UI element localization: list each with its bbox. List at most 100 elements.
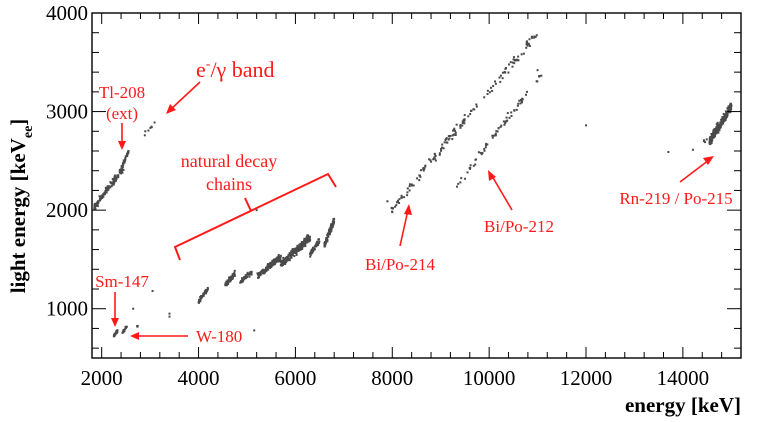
data-point-bi-po-212 (517, 102, 520, 105)
data-point-natural-decay-chains (286, 257, 289, 260)
data-point-bi-po-214 (408, 183, 411, 186)
annotation-tl208-ext: (ext) (106, 104, 138, 123)
annotation-tl208: Tl-208 (99, 83, 145, 102)
data-point-natural-decay-chains (249, 271, 252, 274)
data-point-natural-decay-chains (231, 276, 234, 279)
data-point-bi-po-214 (517, 55, 520, 58)
data-point-natural-decay-chains (299, 243, 302, 246)
data-point-rn-219-po-215 (725, 115, 728, 118)
data-point-bi-po-212 (469, 166, 472, 169)
data-point-bi-po-214 (422, 169, 425, 172)
data-point-rn-219-po-215 (717, 131, 720, 134)
data-point-natural-decay-chains (314, 245, 317, 248)
data-point-natural-decay-chains (282, 257, 285, 260)
data-point-e-gamma-band (143, 134, 146, 137)
data-point-bi-po-212 (481, 152, 484, 155)
data-point-bi-po-212 (472, 164, 475, 167)
data-point-bi-po-214 (463, 114, 466, 117)
data-point-natural-decay-chains (248, 275, 251, 278)
data-point-bi-po-212 (525, 90, 528, 93)
data-point-e-gamma-band (108, 185, 111, 188)
data-point-bi-po-214 (483, 96, 486, 99)
data-point-bi-po-212 (495, 130, 498, 133)
x-tick-label: 4000 (178, 366, 220, 390)
data-point-scattered (253, 329, 256, 332)
data-point-natural-decay-chains (257, 273, 260, 276)
data-point-bi-po-214 (446, 141, 449, 144)
data-point-bi-po-214 (433, 157, 436, 160)
data-point-rn-219-po-215 (717, 127, 720, 130)
data-point-bi-po-212 (496, 130, 499, 133)
data-point-natural-decay-chains (280, 264, 283, 267)
data-point-e-gamma-band (104, 191, 107, 194)
y-tick-label: 4000 (46, 1, 88, 25)
data-point-e-gamma-band (110, 185, 113, 188)
data-point-natural-decay-chains (290, 250, 293, 253)
data-point-e-gamma-band (101, 195, 104, 198)
data-point-natural-decay-chains (317, 238, 320, 241)
data-point-natural-decay-chains (308, 235, 311, 238)
data-point-natural-decay-chains (275, 259, 278, 262)
data-point-rn-219-po-215 (702, 140, 705, 143)
data-point-natural-decay-chains (227, 279, 230, 282)
data-point-natural-decay-chains (250, 270, 253, 273)
data-point-rn-219-po-215 (705, 138, 708, 141)
data-point-e-gamma-band (153, 121, 156, 124)
data-point-bi-po-214 (449, 134, 452, 137)
data-point-bi-po-212 (466, 171, 469, 174)
data-point-bi-po-214 (512, 56, 515, 59)
data-point-bi-po-214 (451, 134, 454, 137)
data-point-natural-decay-chains (293, 251, 296, 254)
data-point-bi-po-212 (485, 144, 488, 147)
data-point-bi-po-214 (406, 187, 409, 190)
data-point-e-gamma-band (125, 152, 128, 155)
data-point-natural-decay-chains (265, 268, 268, 271)
data-point-e-gamma-band (96, 203, 99, 206)
data-point-bi-po-214 (517, 59, 520, 62)
data-point-bi-po-212 (508, 116, 511, 119)
data-point-natural-decay-chains (268, 266, 271, 269)
data-point-natural-decay-chains (295, 253, 298, 256)
data-point-e-gamma-band (95, 204, 98, 207)
data-point-bi-po-214 (534, 35, 537, 38)
data-point-bi-po-214 (447, 138, 450, 141)
data-point-bi-po-214 (494, 80, 497, 83)
data-point-natural-decay-chains (231, 274, 234, 277)
data-point-e-gamma-band (127, 150, 130, 153)
data-point-bi-po-212 (484, 146, 487, 149)
data-point-natural-decay-chains (271, 264, 274, 267)
arrowhead-w180 (130, 332, 139, 340)
data-point-bi-po-214 (533, 35, 536, 38)
data-point-bi-po-214 (491, 89, 494, 92)
data-point-bi-po-212 (469, 164, 472, 167)
data-point-bi-po-212 (500, 124, 503, 127)
data-point-rn-219-po-215 (729, 103, 732, 106)
data-point-bi-po-212 (506, 119, 509, 122)
data-point-e-gamma-band (150, 125, 153, 128)
data-point-e-gamma-band (114, 176, 117, 179)
data-point-rn-219-po-215 (726, 107, 729, 110)
data-point-bi-po-214 (459, 126, 462, 129)
data-point-bi-po-214 (501, 71, 504, 74)
data-point-e-gamma-band (102, 193, 105, 196)
data-point-bi-po-214 (406, 191, 409, 194)
data-point-e-gamma-band (111, 183, 114, 186)
x-tick-label: 12000 (560, 366, 613, 390)
data-point-scattered (667, 150, 670, 153)
data-point-bi-po-212 (483, 149, 486, 152)
data-point-rn-219-po-215 (704, 141, 707, 144)
annotation-ndc: natural decay (181, 151, 277, 171)
data-point-e-gamma-band (124, 155, 127, 158)
data-point-natural-decay-chains (241, 280, 244, 283)
x-tick-label: 8000 (371, 366, 413, 390)
data-point-bi-po-214 (525, 42, 528, 45)
data-point-bi-po-212 (499, 125, 502, 128)
data-point-natural-decay-chains (323, 244, 326, 247)
data-point-bi-po-212 (477, 151, 480, 154)
data-point-natural-decay-chains (226, 279, 229, 282)
data-point-natural-decay-chains (326, 240, 329, 243)
arrow-bipo212 (491, 175, 513, 211)
data-point-sm-147-w-180 (123, 329, 126, 332)
data-point-e-gamma-band (94, 207, 97, 210)
